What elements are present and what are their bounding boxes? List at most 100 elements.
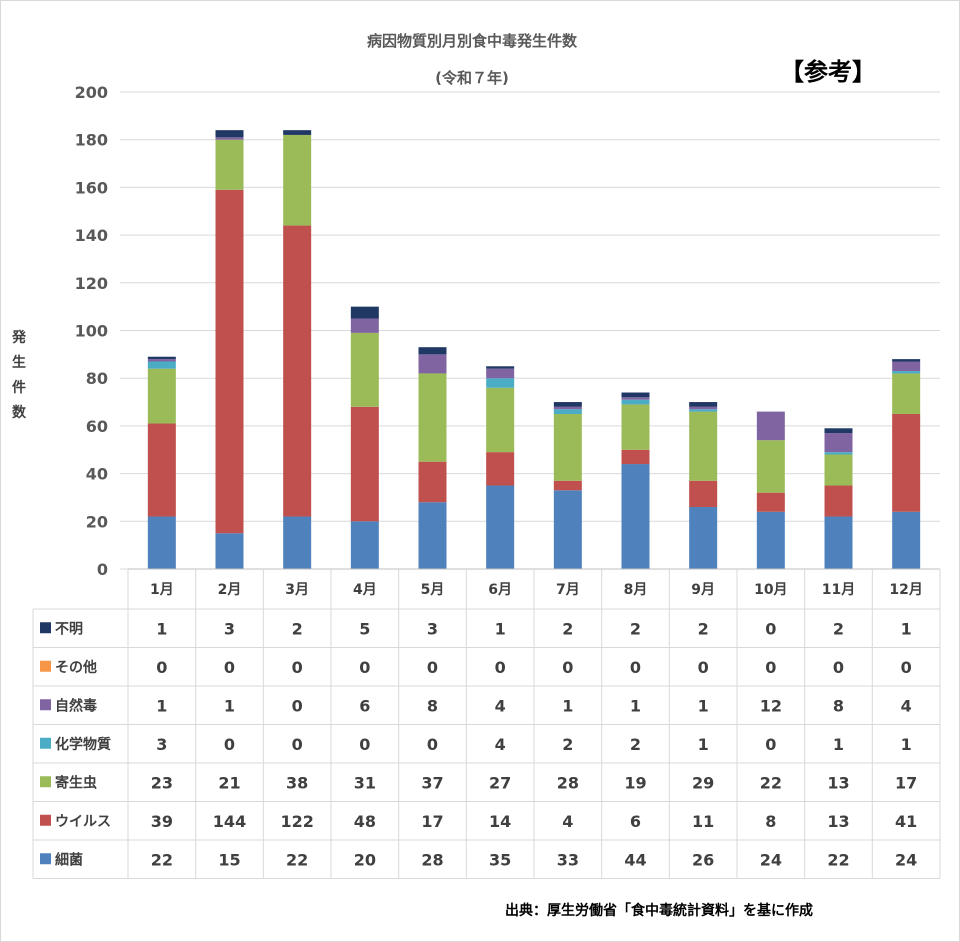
data-label: 12 (760, 696, 782, 715)
bar-segment (486, 452, 515, 486)
data-label: 1 (833, 735, 844, 754)
y-tick-label: 120 (75, 274, 108, 293)
data-label: 13 (827, 812, 849, 831)
bar-segment (486, 485, 515, 569)
x-tick-label: 5月 (421, 582, 445, 598)
data-label: 0 (156, 658, 167, 677)
data-label: 0 (359, 658, 370, 677)
bar-segment (892, 373, 921, 414)
bar-segment (621, 464, 650, 569)
bar-segment (824, 452, 853, 455)
data-label: 2 (833, 619, 844, 638)
data-label: 144 (213, 812, 246, 831)
data-label: 20 (354, 850, 376, 869)
data-label: 8 (427, 696, 438, 715)
legend-key (40, 699, 51, 711)
legend-key (40, 660, 51, 672)
legend-key (40, 737, 51, 749)
data-label: 1 (156, 619, 167, 638)
bar-segment (621, 392, 650, 398)
x-tick-label: 6月 (488, 582, 512, 598)
data-label: 13 (827, 773, 849, 792)
bar-segment (418, 354, 447, 374)
y-tick-label: 160 (75, 178, 108, 197)
bar-segment (756, 511, 785, 569)
data-label: 0 (292, 696, 303, 715)
bar-segment (350, 521, 379, 569)
bar-segment (892, 361, 921, 372)
x-tick-label: 7月 (556, 582, 580, 598)
bar-segment (418, 502, 447, 569)
x-tick-label: 2月 (218, 582, 242, 598)
y-axis-label-char: 数 (12, 405, 26, 421)
data-label: 35 (489, 850, 511, 869)
source-note: 出典：厚生労働省「食中毒統計資料」を基に作成 (505, 903, 813, 919)
data-label: 22 (286, 850, 308, 869)
legend-key (40, 622, 51, 634)
legend-key (40, 776, 51, 788)
x-tick-label: 3月 (285, 582, 309, 598)
y-tick-label: 80 (86, 369, 108, 388)
data-label: 0 (630, 658, 641, 677)
data-label: 1 (901, 735, 912, 754)
legend-label: その他 (55, 659, 97, 676)
bar-segment (418, 373, 447, 462)
data-label: 1 (630, 696, 641, 715)
bar-segment (215, 137, 244, 140)
y-axis-label-char: 件 (12, 380, 26, 396)
data-label: 31 (354, 773, 376, 792)
data-label: 1 (901, 619, 912, 638)
data-label: 3 (224, 619, 235, 638)
legend-label: 細菌 (55, 851, 83, 868)
y-tick-label: 20 (86, 512, 108, 531)
x-tick-label: 12月 (889, 582, 922, 598)
bar-segment (689, 480, 718, 507)
data-label: 3 (156, 735, 167, 754)
legend-label: 化学物質 (55, 736, 111, 753)
data-label: 38 (286, 773, 308, 792)
bar-segment (147, 368, 176, 424)
data-label: 2 (630, 619, 641, 638)
legend-label: 自然毒 (55, 697, 97, 714)
data-label: 17 (895, 773, 917, 792)
bar-segment (824, 428, 853, 434)
y-axis-label-char: 発 (12, 330, 26, 346)
bar-segment (283, 516, 312, 569)
data-label: 1 (698, 735, 709, 754)
y-tick-label: 180 (75, 131, 108, 150)
x-tick-label: 10月 (754, 582, 787, 598)
data-label: 48 (354, 812, 376, 831)
bar-segment (689, 409, 718, 412)
data-label: 24 (760, 850, 782, 869)
data-label: 28 (421, 850, 443, 869)
bar-segment (756, 440, 785, 493)
data-label: 26 (692, 850, 714, 869)
bar-segment (892, 371, 921, 374)
y-tick-label: 200 (75, 83, 108, 102)
data-label: 1 (562, 696, 573, 715)
data-label: 21 (218, 773, 240, 792)
bar-segment (283, 134, 312, 226)
bar-segment (350, 306, 379, 319)
bar-segment (215, 189, 244, 534)
data-label: 6 (630, 812, 641, 831)
data-label: 0 (427, 735, 438, 754)
data-label: 0 (765, 619, 776, 638)
data-label: 2 (698, 619, 709, 638)
data-label: 2 (292, 619, 303, 638)
data-label: 4 (901, 696, 912, 715)
bar-segment (553, 402, 582, 407)
data-label: 1 (698, 696, 709, 715)
bar-segment (486, 368, 515, 379)
bar-segment (621, 397, 650, 400)
data-label: 22 (827, 850, 849, 869)
bar-segment (621, 404, 650, 450)
bar-segment (147, 516, 176, 569)
bar-segment (756, 492, 785, 512)
data-label: 5 (359, 619, 370, 638)
x-tick-label: 8月 (624, 582, 648, 598)
data-label: 19 (624, 773, 646, 792)
bar-segment (892, 511, 921, 569)
data-label: 0 (427, 658, 438, 677)
bar-segment (147, 356, 176, 360)
